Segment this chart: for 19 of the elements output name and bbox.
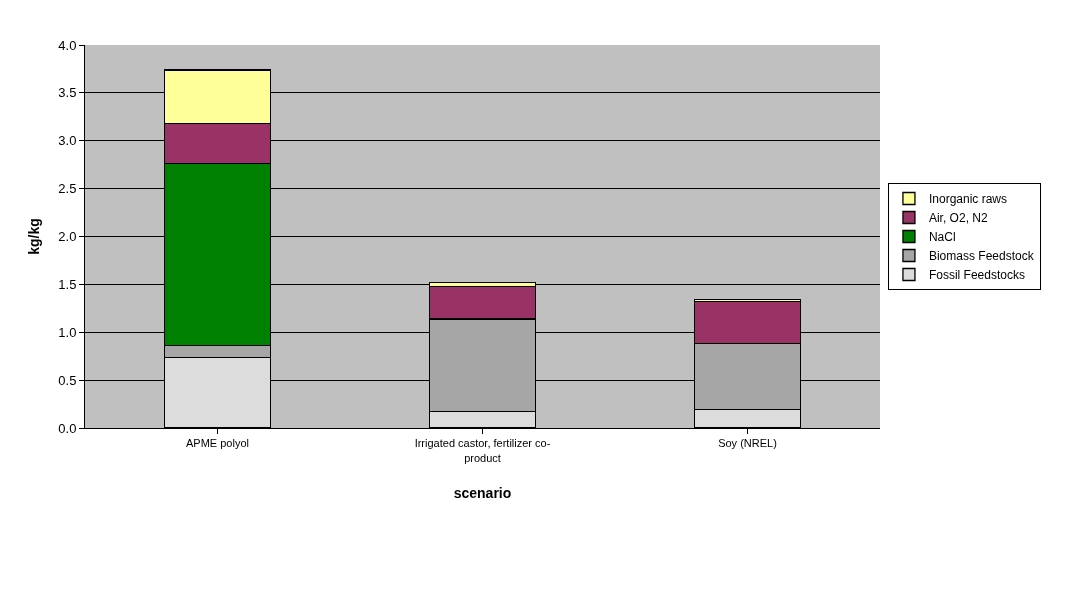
y-axis-title: kg/kg: [25, 218, 42, 255]
y-tick-label: 4.0: [58, 37, 77, 53]
legend-label: Inorganic raws: [928, 192, 1007, 207]
x-tick-label: Irrigated castor, fertilizer co-product: [414, 437, 551, 464]
legend-label: Fossil Feedstocks: [928, 268, 1025, 283]
y-tick-label: 3.0: [58, 133, 77, 149]
y-tick-label: 1.0: [58, 324, 77, 340]
y-tick-label: 1.5: [58, 276, 77, 292]
legend-label: Air, O2, N2: [928, 211, 988, 226]
y-tick-label: 0.5: [58, 372, 77, 388]
x-tick-label: Soy (NREL): [718, 437, 777, 450]
y-tick-label: 0.0: [58, 420, 77, 436]
legend-label: NaCl: [928, 230, 956, 245]
legend-label: Biomass Feedstock: [928, 249, 1035, 264]
x-tick-label: APME polyol: [186, 437, 249, 450]
x-axis-title: scenario: [453, 484, 512, 501]
y-tick-label: 2.5: [58, 181, 77, 197]
y-tick-label: 3.5: [58, 85, 77, 101]
y-tick-label: 2.0: [58, 229, 77, 245]
